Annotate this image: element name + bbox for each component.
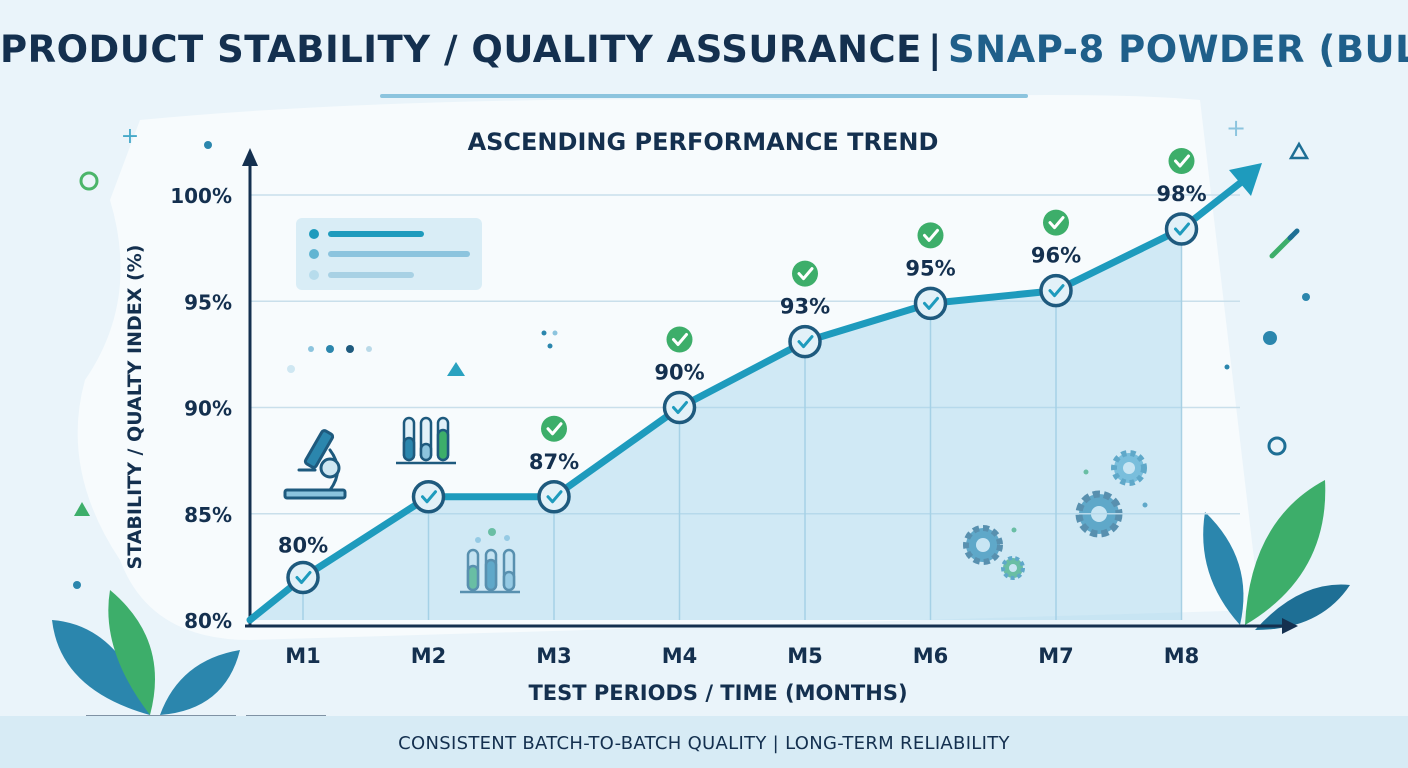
check-icon: [1048, 284, 1065, 298]
trend-area-fill: [250, 229, 1182, 620]
data-point-marker: [662, 390, 697, 425]
data-points: [286, 212, 1199, 595]
check-badge-icon: [917, 222, 944, 249]
svg-text:+: +: [1226, 114, 1246, 142]
data-point: [286, 560, 320, 595]
check-badge-icon: [541, 415, 567, 442]
axes: [242, 148, 1298, 634]
check-badge-circle: [666, 326, 693, 353]
check-badge-mark: [546, 422, 563, 436]
y-tick-labels: 80% 85% 90% 95% 100%: [170, 184, 232, 633]
chart-title: ASCENDING PERFORMANCE TREND: [468, 128, 939, 156]
x-tick-label: M1: [285, 644, 321, 668]
title-product: SNAP-8 POWDER (BULK): [947, 28, 1408, 71]
y-tick-label: 85%: [184, 503, 232, 527]
y-tick-label: 100%: [170, 184, 232, 208]
check-badge-mark: [672, 333, 688, 346]
data-label: 87%: [529, 450, 579, 474]
x-tick-labels: M1 M2 M3 M4 M5 M6 M7 M8: [285, 644, 1199, 668]
data-label: 98%: [1156, 182, 1206, 206]
data-label: 80%: [278, 534, 328, 558]
data-point-marker: [788, 324, 822, 359]
data-point: [1039, 273, 1073, 308]
data-point: [411, 480, 446, 514]
leaves-right-decor: [1203, 480, 1350, 630]
check-badge-icon: [1043, 209, 1069, 236]
data-point-marker: [913, 286, 948, 321]
decor-shapes: + +: [73, 114, 1310, 589]
test-tubes-icon: [396, 416, 456, 465]
check-badge-mark: [797, 267, 814, 281]
data-point-marker: [1164, 212, 1199, 246]
data-point: [913, 286, 948, 321]
check-icon: [797, 335, 814, 349]
data-label: 95%: [905, 256, 955, 280]
x-tick-label: M2: [411, 644, 447, 668]
data-label: 96%: [1031, 244, 1081, 268]
y-tick-label: 90%: [184, 397, 232, 421]
data-point-marker: [411, 480, 446, 514]
y-tick-label: 80%: [184, 609, 232, 633]
data-point: [788, 324, 822, 359]
check-icon: [295, 571, 312, 584]
y-axis-label: STABILITY / QUALTY INDEX (%): [124, 245, 146, 570]
x-tick-label: M7: [1038, 644, 1074, 668]
x-tick-label: M8: [1164, 644, 1200, 668]
y-tick-label: 95%: [184, 290, 232, 314]
y-axis-arrow: [242, 148, 258, 166]
check-badge-icon: [666, 326, 693, 353]
check-icon: [421, 490, 437, 504]
trend-area: [250, 229, 1182, 620]
stability-line-chart: ASCENDING PERFORMANCE TREND STABILITY / …: [124, 128, 1298, 705]
check-badge-icon: [1168, 148, 1195, 174]
title-underline: [380, 94, 1028, 98]
data-point-marker: [537, 480, 571, 514]
check-badge-circle: [541, 415, 567, 442]
page-title: PRODUCT STABILITY / QUALITY ASSURANCE | SN…: [0, 28, 1408, 71]
check-badge-mark: [1174, 154, 1190, 168]
footer-bar: [0, 716, 1408, 768]
x-axis-arrow: [1282, 618, 1298, 634]
title-separator: |: [927, 28, 942, 71]
check-badge-mark: [1048, 216, 1065, 230]
check-icon: [672, 401, 688, 414]
check-icon: [1174, 222, 1190, 236]
check-badge-icon: [792, 260, 818, 287]
x-axis-label: TEST PERIODS / TIME (MONTHS): [528, 681, 907, 705]
check-badge-mark: [923, 228, 939, 242]
check-badge-circle: [792, 260, 818, 287]
data-point-marker: [286, 560, 320, 595]
svg-text:+: +: [121, 124, 139, 149]
data-point: [537, 480, 571, 514]
footer-tagline: CONSISTENT BATCH-TO-BATCH QUALITY | LONG…: [398, 733, 1010, 754]
x-tick-label: M3: [536, 644, 572, 668]
gridlines: [250, 194, 1240, 620]
check-icon: [546, 490, 563, 504]
x-tick-label: M4: [662, 644, 698, 668]
data-label: 93%: [780, 295, 830, 319]
x-tick-label: M5: [787, 644, 823, 668]
title-main: PRODUCT STABILITY / QUALITY ASSURANCE: [0, 28, 922, 71]
data-point: [1164, 212, 1199, 246]
microscope-icon: [283, 429, 347, 500]
data-label: 90%: [654, 361, 704, 385]
check-badge-circle: [917, 222, 944, 249]
x-tick-label: M6: [913, 644, 949, 668]
data-point-marker: [1039, 273, 1073, 308]
data-labels: 80% 87% 90% 93% 95% 96% 98%: [278, 148, 1207, 558]
check-icon: [923, 296, 939, 310]
data-point: [662, 390, 697, 425]
decor-legend-card: [296, 218, 482, 290]
check-badge-circle: [1168, 148, 1195, 174]
check-badge-circle: [1043, 209, 1069, 236]
trend-arrow-head: [1229, 163, 1262, 196]
test-tubes-icon-2: [460, 528, 520, 594]
